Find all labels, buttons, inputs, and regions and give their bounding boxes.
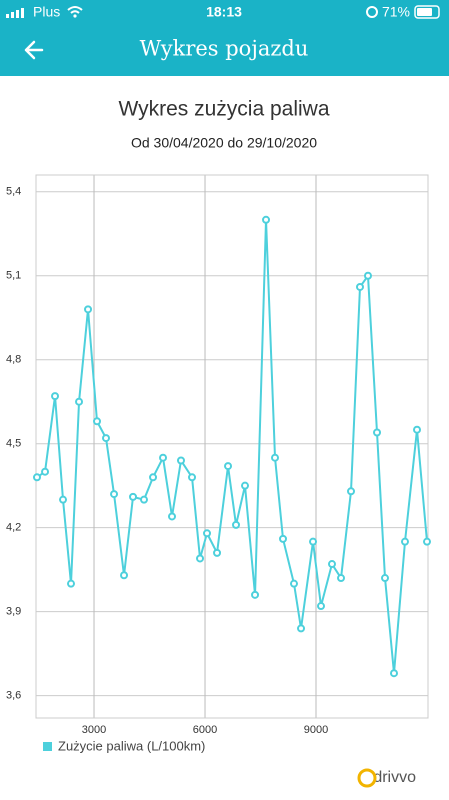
plot: 3,6 3,9 4,2 4,5 4,8 5,1 5,4 3000 6000 9000 Zużycie… — [6, 174, 432, 753]
data-point — [413, 425, 422, 434]
logo: drivvo — [373, 769, 416, 786]
clock: 18:13 — [206, 4, 242, 20]
x-tick-label: 9000 — [304, 724, 328, 736]
data-point — [373, 428, 382, 437]
data-point — [271, 453, 280, 462]
data-point — [224, 462, 233, 471]
data-point — [289, 579, 298, 588]
data-point — [203, 529, 212, 538]
chart-subtitle: Od 30/04/2020 do 29/10/2020 — [131, 135, 317, 151]
chart-title: Wykres zużycia paliwa — [118, 98, 329, 121]
data-point — [327, 560, 336, 569]
data-point — [381, 574, 390, 583]
data-point — [262, 215, 271, 224]
legend-swatch — [43, 742, 52, 751]
carrier: Plus — [33, 4, 60, 20]
data-point — [59, 495, 68, 504]
data-point — [67, 579, 76, 588]
battery-icon — [414, 5, 440, 19]
data-point — [51, 392, 60, 401]
data-point — [317, 602, 326, 611]
logo-icon — [357, 768, 377, 788]
x-tick-label: 6000 — [193, 724, 217, 736]
y-tick-label: 4,5 — [6, 438, 21, 450]
data-point — [213, 548, 222, 557]
alarm-icon — [366, 6, 378, 18]
battery-level — [417, 8, 432, 16]
data-point — [176, 456, 185, 465]
data-point — [297, 624, 306, 633]
data-point — [423, 537, 432, 546]
data-point — [347, 487, 356, 496]
data-point — [337, 574, 346, 583]
data-point — [363, 271, 372, 280]
data-point — [32, 473, 41, 482]
battery-percent: 71% — [382, 4, 410, 20]
signal-icon — [6, 8, 24, 18]
y-tick-label: 3,9 — [6, 606, 21, 618]
data-point — [168, 512, 177, 521]
data-point — [75, 397, 84, 406]
data-point — [279, 534, 288, 543]
data-point — [120, 571, 129, 580]
wifi-dot — [73, 14, 77, 18]
app-title: Wykres pojazdu — [140, 37, 309, 61]
data-point — [400, 537, 409, 546]
app-bar — [0, 0, 449, 76]
y-tick-label: 5,4 — [6, 186, 21, 198]
wifi-icon — [67, 6, 83, 14]
data-point — [159, 453, 168, 462]
data-point — [355, 282, 364, 291]
data-point — [93, 417, 102, 426]
y-tick-label: 4,8 — [6, 354, 21, 366]
data-point — [188, 473, 197, 482]
legend-label: Zużycie paliwa (L/100km) — [58, 738, 205, 753]
data-point — [110, 490, 119, 499]
data-point — [149, 473, 158, 482]
data-point — [309, 537, 318, 546]
y-tick-label: 4,2 — [6, 522, 21, 534]
data-point — [241, 481, 250, 490]
data-point — [196, 554, 205, 563]
data-point — [389, 669, 398, 678]
data-point — [41, 467, 50, 476]
y-tick-label: 5,1 — [6, 270, 21, 282]
data-point — [139, 495, 148, 504]
data-point — [251, 590, 260, 599]
data-point — [129, 492, 138, 501]
data-point — [102, 434, 111, 443]
y-tick-label: 3,6 — [6, 690, 21, 702]
data-point — [84, 305, 93, 314]
x-tick-label: 3000 — [82, 724, 106, 736]
plot-border — [35, 174, 429, 719]
data-point — [232, 520, 241, 529]
back-button[interactable] — [24, 40, 44, 60]
data-line — [36, 219, 428, 674]
